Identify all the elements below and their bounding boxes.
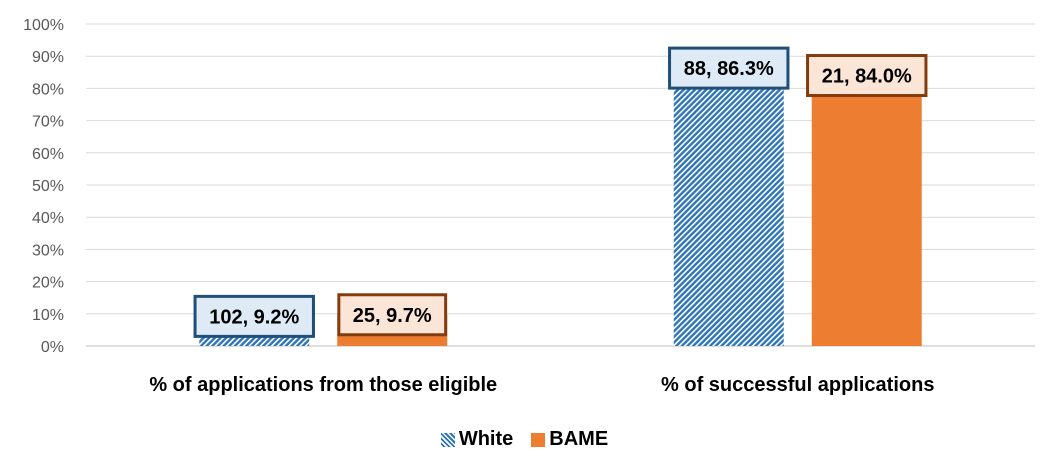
- data-label-box: [668, 46, 790, 90]
- legend-swatch-white: [440, 432, 455, 447]
- y-tick-label: 20%: [32, 275, 64, 292]
- data-label-text: 25, 9.7%: [353, 305, 432, 327]
- y-tick-label: 100%: [23, 17, 64, 34]
- y-tick-label: 70%: [32, 114, 64, 131]
- x-category-label: % of applications from those eligible: [149, 374, 497, 396]
- legend-label-bame: BAME: [549, 428, 609, 450]
- y-tick-label: 80%: [32, 81, 64, 98]
- legend-item-bame: BAME: [531, 428, 608, 451]
- x-axis-categories: % of applications from those eligible % o…: [149, 374, 934, 396]
- data-labels: 102, 9.2% 25, 9.7% 88, 86.3% 21, 84.0%: [193, 46, 928, 338]
- data-label-text: 102, 9.2%: [209, 306, 299, 328]
- data-label-white-0: 102, 9.2%: [193, 294, 315, 338]
- x-category-label: % of successful applications: [661, 374, 934, 396]
- bar-white-1: [673, 68, 784, 346]
- data-label-bame-1: 21, 84.0%: [806, 54, 928, 98]
- y-tick-label: 10%: [32, 307, 64, 324]
- data-label-box: [806, 54, 928, 98]
- y-tick-label: 40%: [32, 210, 64, 227]
- y-tick-label: 0%: [41, 339, 64, 356]
- legend-swatch-bame: [531, 432, 546, 447]
- data-label-box: [193, 294, 315, 338]
- y-tick-label: 60%: [32, 146, 64, 163]
- data-label-bame-0: 25, 9.7%: [337, 293, 448, 337]
- legend-item-white: White: [440, 428, 514, 451]
- data-label-text: 88, 86.3%: [684, 58, 774, 80]
- y-tick-label: 50%: [32, 178, 64, 195]
- data-label-box: [337, 293, 448, 337]
- bar-chart: 0% 10% 20% 30% 40% 50% 60% 70% 80% 90% 100% 102, 9…: [23, 17, 1035, 396]
- y-tick-label: 30%: [32, 242, 64, 259]
- legend-label-white: White: [458, 428, 514, 450]
- data-label-white-1: 88, 86.3%: [668, 46, 790, 90]
- data-label-text: 21, 84.0%: [822, 66, 912, 88]
- y-axis-ticks: 0% 10% 20% 30% 40% 50% 60% 70% 80% 90% 100%: [23, 17, 64, 356]
- y-tick-label: 90%: [32, 49, 64, 66]
- legend: White BAME: [0, 428, 1049, 451]
- bar-bame-1: [811, 75, 922, 347]
